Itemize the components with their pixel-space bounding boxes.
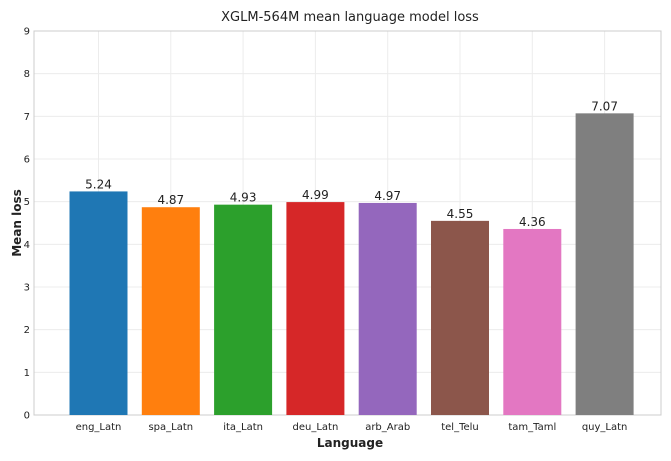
y-tick-label: 0 [24, 411, 30, 422]
bar-ita_Latn [214, 204, 273, 415]
value-label: 4.97 [374, 189, 401, 203]
grid-lines [34, 30, 661, 416]
y-tick-label: 9 [24, 27, 30, 38]
x-tick-label: arb_Arab [365, 422, 410, 433]
bar-deu_Latn [286, 202, 345, 415]
value-label: 4.87 [157, 193, 184, 207]
value-label: 7.07 [591, 99, 618, 113]
bar-arb_Arab [358, 202, 417, 415]
x-tick-label: tel_Telu [441, 422, 479, 433]
y-tick-label: 3 [24, 283, 30, 294]
y-axis-ticks: 0 1 2 3 4 5 6 7 8 9 [24, 27, 30, 422]
x-tick-label: tam_Taml [508, 422, 556, 433]
y-tick-label: 7 [24, 112, 30, 123]
value-label: 4.93 [230, 191, 257, 205]
value-label: 5.24 [85, 177, 112, 191]
bar-quy_Latn [575, 113, 634, 415]
x-axis-ticks: eng_Latn spa_Latn ita_Latn deu_Latn arb_Arab… [76, 422, 628, 433]
y-tick-label: 8 [24, 69, 30, 80]
x-axis-label: Language [317, 436, 383, 450]
y-tick-label: 1 [24, 368, 30, 379]
value-labels: 5.24 4.87 4.93 4.99 4.97 4.55 4.36 7.07 [85, 99, 618, 229]
x-tick-label: spa_Latn [148, 422, 193, 433]
y-tick-label: 2 [24, 325, 30, 336]
y-tick-label: 5 [24, 197, 30, 208]
bar-tam_Taml [503, 228, 562, 415]
x-tick-label: ita_Latn [223, 422, 263, 433]
bars [69, 113, 634, 415]
bar-eng_Latn [69, 191, 128, 415]
bar-spa_Latn [141, 207, 200, 415]
y-axis-label: Mean loss [10, 189, 24, 257]
chart-title: XGLM-564M mean language model loss [221, 10, 479, 25]
x-tick-label: quy_Latn [582, 422, 628, 433]
plot-area [33, 30, 662, 416]
y-tick-label: 4 [24, 240, 30, 251]
y-tick-label: 6 [24, 155, 30, 166]
x-tick-label: deu_Latn [293, 422, 339, 433]
bar-tel_Telu [431, 220, 489, 415]
value-label: 4.99 [302, 188, 329, 202]
value-label: 4.36 [519, 215, 546, 229]
x-tick-label: eng_Latn [76, 422, 122, 433]
value-label: 4.55 [447, 207, 474, 221]
